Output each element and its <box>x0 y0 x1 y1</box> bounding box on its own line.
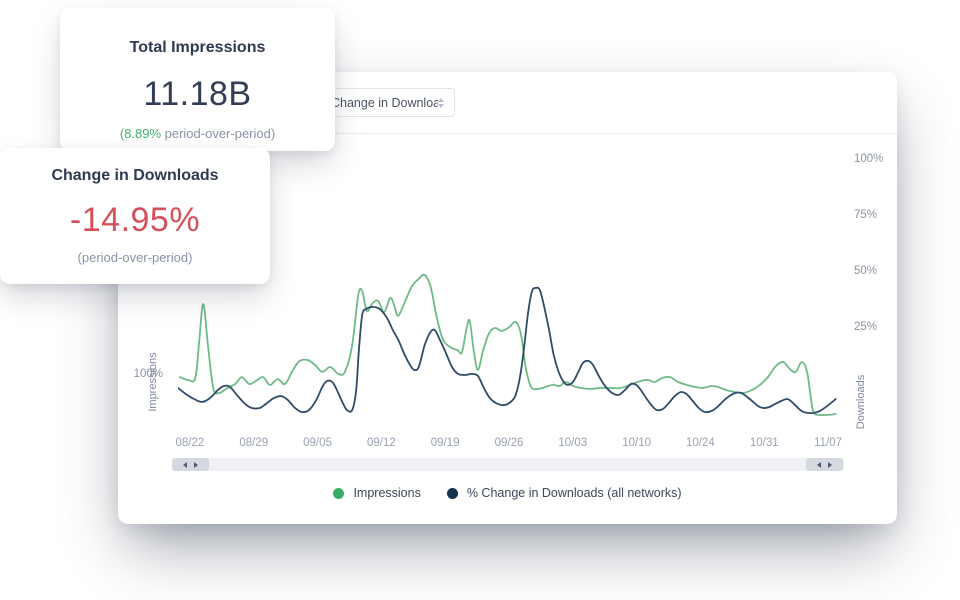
legend-dot-icon <box>446 487 458 499</box>
card-value: 11.18B <box>143 75 252 113</box>
legend-label: Impressions <box>353 486 421 500</box>
header-divider <box>118 133 897 134</box>
x-axis-tick: 10/24 <box>686 437 715 449</box>
series-line <box>179 273 837 416</box>
total-impressions-card: Total Impressions 11.18B (8.89% period-o… <box>60 8 335 151</box>
right-axis-tick: 50% <box>854 265 878 277</box>
x-axis-tick: 10/10 <box>622 437 651 449</box>
x-axis-tick: 09/26 <box>494 437 524 449</box>
card-title: Total Impressions <box>129 39 266 56</box>
chart-plot[interactable] <box>178 150 843 420</box>
change-suffix: period-over-period) <box>161 126 276 141</box>
chart-legend: Impressions % Change in Downloads (all ne… <box>118 486 897 500</box>
card-title: Change in Downloads <box>51 167 219 184</box>
legend-item[interactable]: Impressions <box>333 486 421 500</box>
scrollbar-right-handle[interactable] <box>806 458 843 471</box>
left-axis-title: Impressions <box>147 352 159 412</box>
x-axis-labels: 08/22 08/29 09/05 09/12 09/19 09/26 10/03 10/10… <box>158 437 860 449</box>
card-subtitle: (period-over-period) <box>77 250 193 265</box>
change-percent: (8.89% <box>119 126 162 141</box>
x-axis-tick: 11/07 <box>814 437 842 449</box>
scroll-left-arrow-icon <box>183 461 187 468</box>
x-axis-tick: 09/19 <box>430 437 460 449</box>
left-axis-tick: 100% <box>133 368 163 380</box>
scrollbar-left-handle[interactable] <box>172 458 209 471</box>
legend-dot-icon <box>333 487 345 499</box>
scroll-left-arrow-icon <box>817 461 821 468</box>
legend-item[interactable]: % Change in Downloads (all networks) <box>446 486 682 500</box>
metric-dropdown-value: Change in Downloads <box>331 95 438 110</box>
card-value: -14.95% <box>69 201 201 239</box>
right-axis-tick: 75% <box>854 209 878 221</box>
metric-dropdown[interactable]: Change in Downloads <box>318 88 455 117</box>
x-axis-tick: 09/12 <box>366 437 396 449</box>
legend-label: % Change in Downloads (all networks) <box>466 486 682 500</box>
scroll-right-arrow-icon <box>194 461 198 468</box>
select-caret-icon <box>438 97 444 108</box>
card-change: (8.89% period-over-period) <box>60 126 335 142</box>
chart-scrollbar-track[interactable] <box>172 458 844 471</box>
x-axis-tick: 10/31 <box>749 437 779 449</box>
x-axis-tick: 08/22 <box>175 437 205 449</box>
series-line <box>178 286 837 415</box>
x-axis-tick: 09/05 <box>303 437 332 449</box>
right-axis-tick: 25% <box>854 321 878 333</box>
x-axis-tick: 10/03 <box>558 437 588 449</box>
right-axis-title: Downloads <box>855 374 867 430</box>
scroll-right-arrow-icon <box>828 461 832 468</box>
right-axis-tick: 100% <box>854 153 884 165</box>
x-axis-tick: 08/29 <box>239 437 269 449</box>
change-in-downloads-card: Change in Downloads -14.95% (period-over… <box>0 148 270 284</box>
